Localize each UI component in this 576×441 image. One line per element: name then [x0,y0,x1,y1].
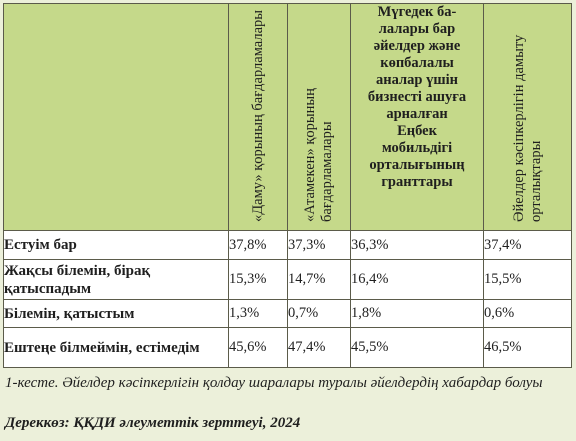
header-women-centers: Әйелдер кәсіпкерлігін дамыту орталықтары [483,3,572,231]
header-women-centers-text: Әйелдер кәсіпкерлігін дамыту орталықтары [510,34,544,222]
table-cell: 47,4% [287,327,351,368]
table-header-row: «Даму» қорының бағдарламалары «Атамекен»… [3,3,572,231]
header-atameken: «Атамекен» қорының бағдарламалары [287,3,351,231]
row-label: Ештеңе білмеймін, естімедім [3,327,229,368]
header-empty-cell [3,3,229,231]
table-cell: 14,7% [287,259,351,300]
table-cell: 15,3% [228,259,288,300]
table-row: Білемін, қатыстым 1,3% 0,7% 1,8% 0,6% [3,299,572,328]
header-atameken-text: «Атамекен» қорының бағдарламалары [302,87,335,222]
table-cell: 37,8% [228,230,288,260]
awareness-table: «Даму» қорының бағдарламалары «Атамекен»… [3,3,572,368]
table-cell: 45,5% [350,327,484,368]
table-cell: 16,4% [350,259,484,300]
table-cell: 36,3% [350,230,484,260]
row-label: Білемін, қатыстым [3,299,229,328]
table-cell: 46,5% [483,327,572,368]
table-cell: 37,4% [483,230,572,260]
table-caption: 1-кесте. Әйелдер кәсіпкерлігін қолдау ша… [5,375,543,391]
table-cell: 0,7% [287,299,351,328]
table-cell: 45,6% [228,327,288,368]
table-cell: 1,3% [228,299,288,328]
row-label: Жақсы білемін, бірақ қатыспадым [3,259,229,300]
table-row: Жақсы білемін, бірақ қатыспадым 15,3% 14… [3,259,572,300]
row-label: Естуім бар [3,230,229,260]
table-row: Естуім бар 37,8% 37,3% 36,3% 37,4% [3,230,572,260]
table-source: Дереккөз: ҚҚДИ әлеуметтік зерттеуі, 2024 [5,415,301,431]
table-cell: 37,3% [287,230,351,260]
header-damu: «Даму» қорының бағдарламалары [228,3,288,231]
header-labor-mobility: Мүгедек ба- лалары бар әйелдер және көпб… [350,3,484,231]
table-cell: 15,5% [483,259,572,300]
header-damu-text: «Даму» қорының бағдарламалары [249,9,266,222]
table-row: Ештеңе білмеймін, естімедім 45,6% 47,4% … [3,327,572,368]
table-cell: 1,8% [350,299,484,328]
table-cell: 0,6% [483,299,572,328]
